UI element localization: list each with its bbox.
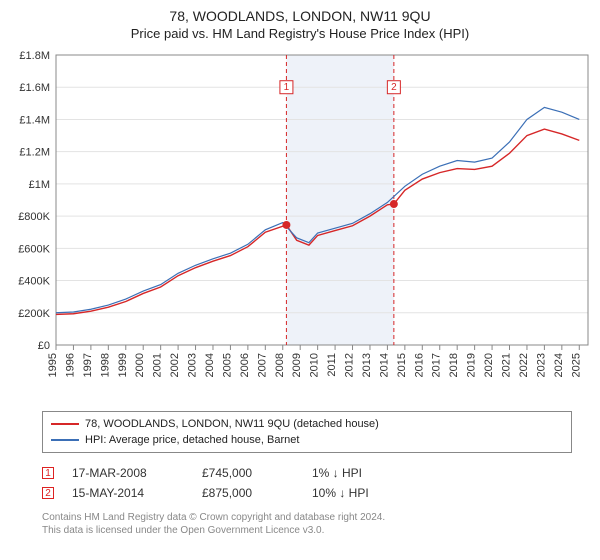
svg-text:2004: 2004 (204, 353, 216, 377)
svg-text:2001: 2001 (152, 353, 164, 377)
svg-text:2011: 2011 (326, 353, 338, 377)
svg-text:1997: 1997 (82, 353, 94, 377)
svg-text:1999: 1999 (117, 353, 129, 377)
legend: 78, WOODLANDS, LONDON, NW11 9QU (detache… (42, 411, 572, 453)
footer-line1: Contains HM Land Registry data © Crown c… (42, 511, 572, 524)
svg-text:£600K: £600K (18, 243, 50, 255)
tx-delta: 1% ↓ HPI (312, 466, 362, 480)
table-row: 1 17-MAR-2008 £745,000 1% ↓ HPI (42, 463, 572, 483)
svg-text:1998: 1998 (99, 353, 111, 377)
svg-text:2022: 2022 (518, 353, 530, 377)
chart: £0 £200K £400K £600K £800K £1M £1.2M £1.4M £1.6M… (0, 45, 600, 405)
svg-text:2: 2 (391, 82, 397, 93)
svg-text:2009: 2009 (291, 353, 303, 377)
svg-text:£0: £0 (38, 340, 50, 352)
title-subtitle: Price paid vs. HM Land Registry's House … (0, 26, 600, 41)
tx-date: 17-MAR-2008 (72, 466, 202, 480)
svg-text:2024: 2024 (553, 353, 565, 377)
svg-text:2016: 2016 (413, 353, 425, 377)
svg-text:2005: 2005 (221, 353, 233, 377)
svg-text:2000: 2000 (134, 353, 146, 377)
legend-label: HPI: Average price, detached house, Barn… (85, 434, 299, 446)
tx-marker: 1 (42, 467, 54, 479)
svg-text:2017: 2017 (431, 353, 443, 377)
svg-text:2002: 2002 (169, 353, 181, 377)
svg-text:2023: 2023 (535, 353, 547, 377)
tx-marker: 2 (42, 487, 54, 499)
svg-text:£1.6M: £1.6M (19, 82, 50, 94)
chart-svg: £0 £200K £400K £600K £800K £1M £1.2M £1.4M £1.6M… (0, 45, 600, 405)
legend-item: 78, WOODLANDS, LONDON, NW11 9QU (detache… (51, 416, 563, 432)
svg-text:2010: 2010 (309, 353, 321, 377)
svg-text:2025: 2025 (570, 353, 582, 377)
svg-text:2007: 2007 (256, 353, 268, 377)
svg-text:2014: 2014 (378, 353, 390, 377)
tx-price: £875,000 (202, 486, 312, 500)
svg-text:2021: 2021 (501, 353, 513, 377)
titles: 78, WOODLANDS, LONDON, NW11 9QU Price pa… (0, 0, 600, 45)
svg-text:1995: 1995 (47, 353, 59, 377)
svg-text:2006: 2006 (239, 353, 251, 377)
svg-text:2013: 2013 (361, 353, 373, 377)
legend-swatch (51, 423, 79, 425)
svg-text:£800K: £800K (18, 211, 50, 223)
legend-swatch (51, 439, 79, 441)
footer: Contains HM Land Registry data © Crown c… (42, 511, 572, 537)
table-row: 2 15-MAY-2014 £875,000 10% ↓ HPI (42, 483, 572, 503)
svg-text:£400K: £400K (18, 276, 50, 288)
footer-line2: This data is licensed under the Open Gov… (42, 524, 572, 537)
tx-delta: 10% ↓ HPI (312, 486, 369, 500)
tx-date: 15-MAY-2014 (72, 486, 202, 500)
svg-text:£1.8M: £1.8M (19, 50, 50, 62)
tx-price: £745,000 (202, 466, 312, 480)
svg-text:2019: 2019 (466, 353, 478, 377)
svg-text:2008: 2008 (274, 353, 286, 377)
svg-text:1996: 1996 (64, 353, 76, 377)
legend-item: HPI: Average price, detached house, Barn… (51, 432, 563, 448)
svg-text:2003: 2003 (187, 353, 199, 377)
svg-text:2015: 2015 (396, 353, 408, 377)
svg-text:£1M: £1M (29, 179, 50, 191)
transactions-table: 1 17-MAR-2008 £745,000 1% ↓ HPI 2 15-MAY… (42, 463, 572, 503)
svg-text:£1.4M: £1.4M (19, 114, 50, 126)
svg-text:1: 1 (284, 82, 290, 93)
svg-text:2012: 2012 (344, 353, 356, 377)
svg-text:2018: 2018 (448, 353, 460, 377)
svg-text:2020: 2020 (483, 353, 495, 377)
svg-text:£1.2M: £1.2M (19, 147, 50, 159)
title-address: 78, WOODLANDS, LONDON, NW11 9QU (0, 8, 600, 24)
svg-text:£200K: £200K (18, 308, 50, 320)
legend-label: 78, WOODLANDS, LONDON, NW11 9QU (detache… (85, 418, 379, 430)
